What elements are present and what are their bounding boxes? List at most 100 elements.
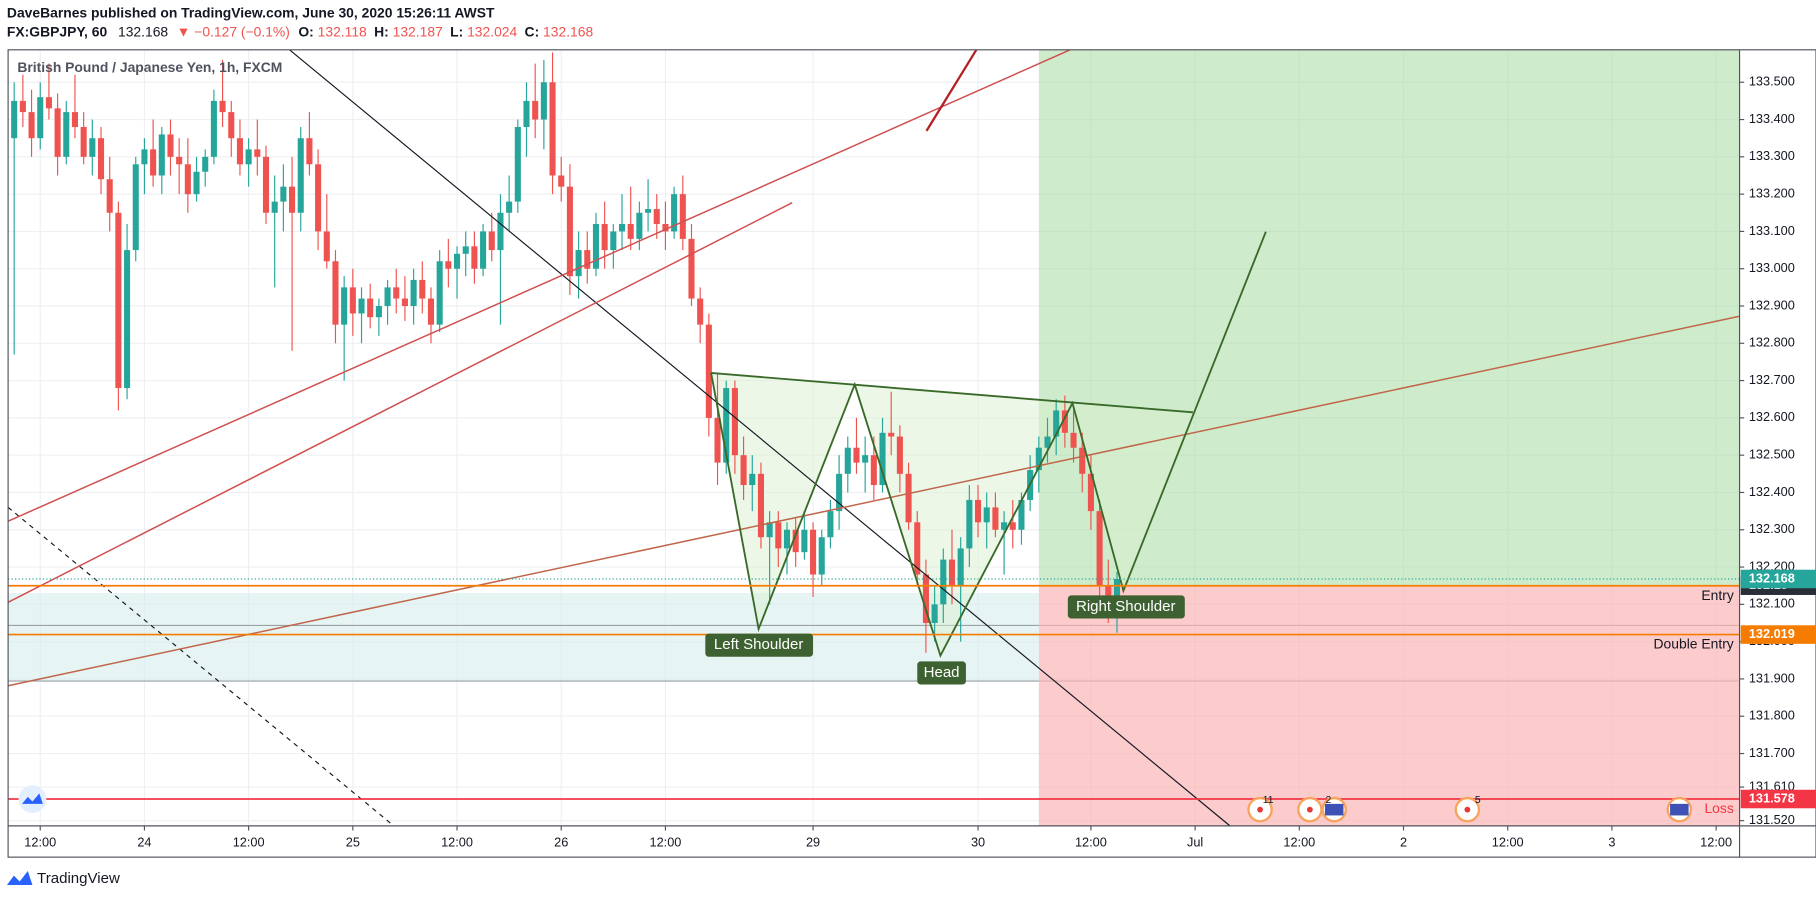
candle-body xyxy=(1105,585,1112,598)
trend-line xyxy=(289,49,1231,827)
candle-body xyxy=(1096,511,1103,586)
x-tick-label: 26 xyxy=(554,835,568,850)
range-zone xyxy=(8,593,1039,682)
event-dot xyxy=(1257,806,1263,813)
candle-body xyxy=(1079,447,1086,474)
candle-body xyxy=(1061,410,1068,433)
candle-body xyxy=(323,231,330,262)
x-tick-label: 12:00 xyxy=(1283,835,1315,850)
candle-body xyxy=(905,473,912,523)
y-tick-label: 133.400 xyxy=(1749,111,1795,126)
level-label: Loss xyxy=(1704,800,1733,816)
candle-body xyxy=(540,82,547,120)
candle-body xyxy=(289,186,296,213)
candle-body xyxy=(514,127,521,202)
candle-body xyxy=(601,223,608,251)
candle-body xyxy=(393,287,400,299)
annotation-box xyxy=(1067,595,1185,619)
frame xyxy=(7,49,1816,858)
candle-body xyxy=(167,134,174,157)
y-tick-label: 131.800 xyxy=(1749,708,1795,723)
candle-body xyxy=(1053,410,1060,437)
candle-body xyxy=(566,186,573,277)
candle-body xyxy=(948,559,956,586)
event-dot xyxy=(1306,806,1313,813)
candle-body xyxy=(940,559,947,605)
candle-body xyxy=(1087,473,1094,512)
price-axis-bg xyxy=(1739,0,1816,900)
chart-logo xyxy=(18,785,47,814)
annotation: Left Shoulder xyxy=(714,636,804,653)
candle-body xyxy=(271,201,278,213)
candle-body xyxy=(1035,447,1042,471)
candle-body xyxy=(818,537,825,575)
candle-body xyxy=(106,179,113,213)
event-count: 5 xyxy=(1475,795,1481,806)
candle-body xyxy=(115,212,122,389)
drawings xyxy=(7,49,1740,827)
candle-body xyxy=(757,473,764,538)
x-tick-label: 12:00 xyxy=(24,835,56,850)
candle-body xyxy=(662,223,669,232)
candle-body xyxy=(810,529,817,575)
candle-body xyxy=(827,511,834,538)
candle-body xyxy=(497,212,504,251)
candle-body xyxy=(349,287,356,314)
candle-body xyxy=(54,108,61,157)
candle-body xyxy=(384,287,391,307)
ohlc-line: FX:GBPJPY, 60 132.168 ▼ −0.127 (−0.1%) O… xyxy=(7,23,594,39)
candle-body xyxy=(436,261,443,325)
candle-body xyxy=(688,238,695,299)
candle-body xyxy=(549,82,556,176)
candle-body xyxy=(731,388,738,456)
candle-body xyxy=(11,100,18,139)
candle-body xyxy=(176,156,183,165)
candle-body xyxy=(671,194,678,232)
price-tag-label: 132.019 xyxy=(1749,626,1795,641)
candle-body xyxy=(158,134,165,176)
y-tick-label: 133.000 xyxy=(1749,260,1795,275)
pattern-fill xyxy=(711,372,1193,656)
candle-body xyxy=(862,455,869,463)
candle-body xyxy=(262,156,270,213)
candle-body xyxy=(714,417,721,463)
candle-body xyxy=(410,279,417,307)
c-label: C: xyxy=(525,23,540,39)
candle-body xyxy=(236,138,243,165)
trend-line xyxy=(7,315,1740,687)
candle-body xyxy=(184,164,191,195)
time-axis-bg xyxy=(0,825,1816,900)
candle-body xyxy=(723,388,730,463)
y-tick-label: 131.520 xyxy=(1749,812,1795,827)
header-bg xyxy=(0,0,1816,50)
event-count: 2 xyxy=(1326,795,1332,806)
event-dot xyxy=(1464,806,1471,813)
candle-body xyxy=(297,138,304,213)
candle-body xyxy=(219,100,226,113)
candle-body xyxy=(1113,578,1121,598)
annotation: Head xyxy=(924,664,960,681)
close: 132.168 xyxy=(543,23,593,39)
candle-body xyxy=(132,164,139,251)
candle-body xyxy=(71,112,79,128)
o-label: O: xyxy=(298,23,313,39)
price-tag xyxy=(1740,625,1816,644)
x-tick-label: 12:00 xyxy=(1700,835,1732,850)
footer-logo xyxy=(6,871,33,885)
candle-body xyxy=(914,522,921,575)
annotation: Right Shoulder xyxy=(1076,598,1176,615)
candle-body xyxy=(254,149,261,157)
candle-body xyxy=(992,507,999,530)
candle-body xyxy=(645,209,652,213)
y-tick-label: 132.300 xyxy=(1749,521,1795,536)
x-tick-label: 30 xyxy=(971,835,985,850)
low: 132.024 xyxy=(467,23,517,39)
y-tick-label: 132.700 xyxy=(1749,372,1795,387)
candle-body xyxy=(19,100,26,113)
x-tick-label: 29 xyxy=(806,835,820,850)
trend-line xyxy=(925,49,978,132)
last: 132.168 xyxy=(118,23,168,39)
